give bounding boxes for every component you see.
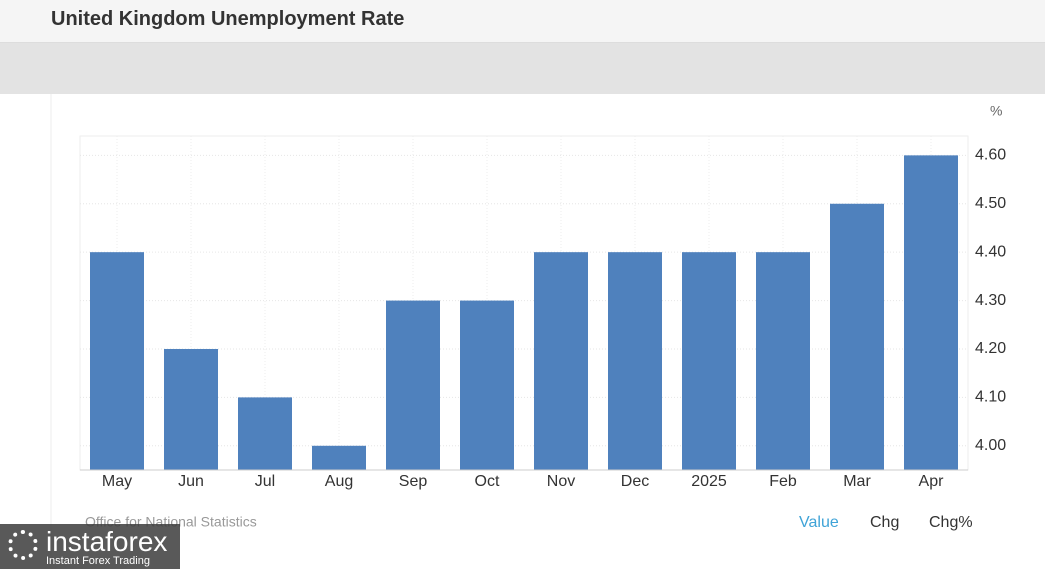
brand: instaforex <box>46 526 168 557</box>
y-tick-label: 4.40 <box>975 243 1006 260</box>
y-tick-label: 4.30 <box>975 292 1006 309</box>
header: United Kingdom Unemployment Rate <box>0 0 1045 43</box>
y-tick-label: 4.20 <box>975 340 1006 357</box>
bar <box>682 252 736 470</box>
x-tick-label: May <box>102 473 132 490</box>
x-tick-label: Dec <box>621 473 649 490</box>
bar <box>90 252 144 470</box>
bar <box>608 252 662 470</box>
x-tick-label: Aug <box>325 473 353 490</box>
tab[interactable]: Chg <box>870 514 900 531</box>
x-tick-label: Jun <box>178 473 204 490</box>
x-tick-label: Apr <box>919 473 945 490</box>
y-tick-label: 4.00 <box>975 437 1006 454</box>
x-tick-label: Oct <box>475 473 500 490</box>
x-tick-label: Jul <box>255 473 275 490</box>
bar <box>386 300 440 470</box>
tab[interactable]: Chg% <box>929 514 973 531</box>
bar <box>534 252 588 470</box>
toolbar <box>0 43 1045 94</box>
bar <box>164 348 218 470</box>
watermark: instaforex Instant Forex Trading <box>0 524 180 569</box>
bar <box>756 252 810 470</box>
logo-icon <box>8 530 38 560</box>
y-unit: % <box>990 103 1002 119</box>
x-tick-label: Mar <box>843 473 871 490</box>
bar <box>238 397 292 470</box>
x-tick-label: Nov <box>547 473 575 490</box>
y-tick-label: 4.60 <box>975 147 1006 164</box>
y-tick-label: 4.50 <box>975 195 1006 212</box>
chart-title: United Kingdom Unemployment Rate <box>51 8 405 30</box>
tab[interactable]: Value <box>799 514 839 531</box>
bar <box>904 155 958 471</box>
y-tick-label: 4.10 <box>975 389 1006 406</box>
tagline: Instant Forex Trading <box>46 555 150 567</box>
x-tick-label: 2025 <box>691 473 727 490</box>
bar <box>312 445 366 470</box>
bar <box>460 300 514 470</box>
x-tick-label: Sep <box>399 473 428 490</box>
bar <box>830 203 884 470</box>
x-tick-label: Feb <box>769 473 797 490</box>
